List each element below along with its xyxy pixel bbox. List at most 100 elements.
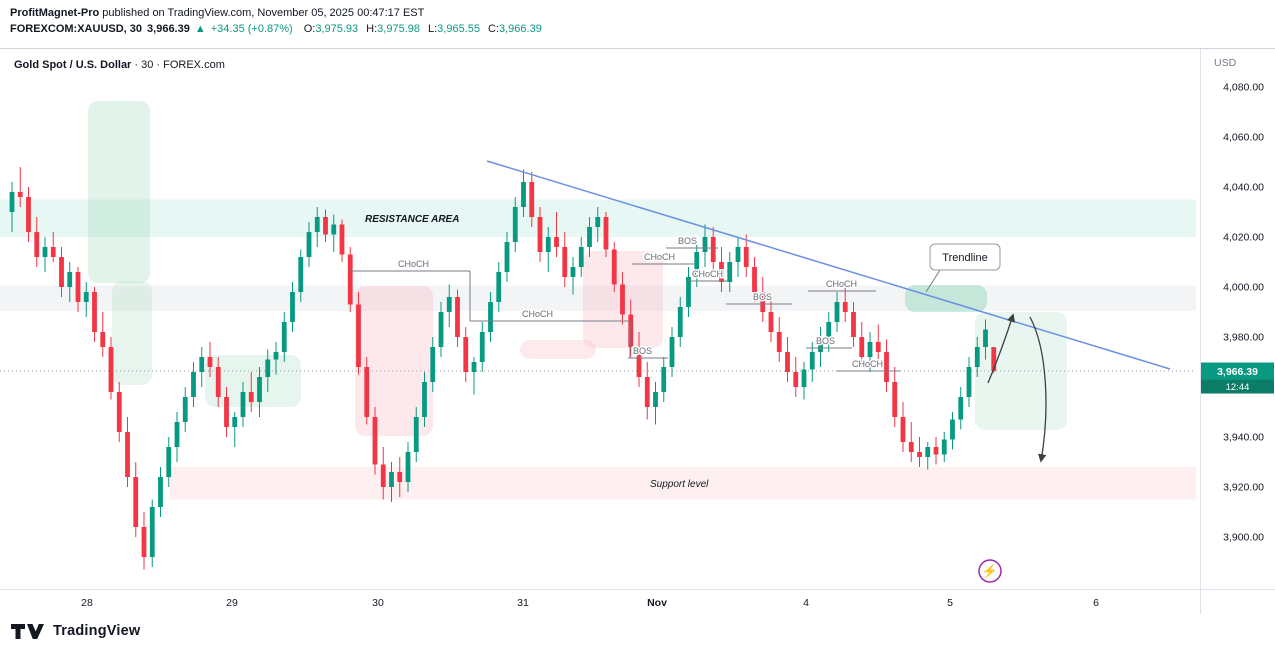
time-axis[interactable]: 28 29 30 31 Nov 4 5 6	[81, 597, 1099, 609]
candle-body	[595, 217, 601, 227]
candle-body	[842, 302, 848, 312]
structure-label: CHoCH	[644, 252, 675, 262]
resistance-area-label: RESISTANCE AREA	[365, 214, 459, 225]
chart-area[interactable]: RESISTANCE AREA Support level CHoCH CHoCH BO…	[0, 48, 1275, 615]
high-readout: H:3,975.98	[366, 23, 420, 35]
tradingview-logo-text[interactable]: TradingView	[53, 623, 141, 639]
candle-body	[257, 377, 262, 402]
indicator-cloud	[205, 355, 301, 407]
symbol-title[interactable]: Gold Spot / U.S. Dollar	[14, 59, 132, 71]
candle-body	[158, 477, 163, 507]
projection-arrow[interactable]	[987, 313, 1015, 384]
price-tick-label[interactable]: 4,060.00	[1223, 132, 1264, 144]
candle-body	[34, 232, 40, 257]
price-tick-label[interactable]: 4,020.00	[1223, 232, 1264, 244]
candle-body	[380, 464, 386, 487]
low-label: L:	[427, 23, 438, 35]
candle-body	[323, 217, 328, 235]
candle-body	[496, 272, 502, 302]
event-lightning-icon[interactable]	[978, 559, 1002, 583]
candle-body	[983, 329, 988, 347]
time-tick-label[interactable]: 5	[947, 597, 953, 609]
candle-body	[17, 192, 23, 197]
symbol-name[interactable]: FOREXCOM:XAUUSD, 30	[10, 23, 143, 35]
time-tick-label[interactable]: 6	[1093, 597, 1099, 609]
candle-body	[702, 237, 708, 252]
low-value: 3,965.55	[437, 23, 480, 35]
ohlc-readout: O:3,975.93 H:3,975.98 L:3,965.55 C:3,966…	[304, 23, 542, 35]
snapshot-header: ProfitMagnet-Pro published on TradingVie…	[0, 0, 1275, 48]
structure-label: CHoCH	[826, 279, 857, 289]
trendline-callout-label: Trendline	[942, 252, 987, 264]
candle-body	[42, 247, 48, 257]
candle-body	[875, 342, 881, 352]
price-tick-label[interactable]: 3,900.00	[1223, 532, 1264, 544]
candle-body	[125, 432, 130, 477]
byline: ProfitMagnet-Pro published on TradingVie…	[10, 7, 1275, 19]
price-tick-label[interactable]: 4,000.00	[1223, 282, 1264, 294]
price-tick-label[interactable]: 4,080.00	[1223, 82, 1264, 94]
candle-body	[67, 272, 73, 287]
time-tick-label[interactable]: 28	[81, 597, 93, 609]
indicator-cloud	[520, 340, 596, 359]
candle-body	[686, 277, 691, 307]
candle-body	[917, 452, 922, 457]
support-level[interactable]	[170, 467, 1196, 500]
neutral-band[interactable]	[0, 285, 1196, 311]
change-arrow-icon: ▲	[194, 23, 206, 35]
structure-label: CHoCH	[692, 269, 723, 279]
candle-body	[941, 439, 947, 455]
candle-body	[735, 247, 741, 262]
trendline-callout[interactable]	[929, 243, 1001, 271]
structure-label: BOS	[816, 336, 835, 346]
bar-countdown-value: 12:44	[1226, 382, 1250, 393]
price-tick-label[interactable]: 3,940.00	[1223, 432, 1264, 444]
structure-label: BOS	[678, 236, 697, 246]
tradingview-logo-icon[interactable]	[10, 623, 46, 640]
candle-body	[537, 217, 543, 252]
candle-body	[719, 262, 724, 282]
candle-body	[950, 419, 955, 440]
currency-label: USD	[1214, 57, 1237, 69]
candle-body	[446, 297, 452, 312]
candle-body	[512, 207, 518, 242]
candle-body	[281, 322, 287, 352]
price-tick-label[interactable]: 4,040.00	[1223, 182, 1264, 194]
candle-body	[834, 302, 840, 322]
candle-body	[438, 312, 444, 347]
close-label: C:	[488, 23, 499, 35]
candle-body	[224, 397, 229, 427]
candle-body	[339, 224, 345, 255]
time-tick-label[interactable]: Nov	[647, 597, 667, 609]
high-value: 3,975.98	[377, 23, 420, 35]
candle-body	[265, 359, 271, 377]
candle-body	[314, 217, 320, 232]
candle-body	[166, 447, 172, 477]
chart-legend[interactable]: Gold Spot / U.S. Dollar · 30 · FOREX.com	[14, 59, 225, 71]
price-axis[interactable]: USD 4,080.00 4,060.00 4,040.00 4,020.00 4,000…	[1201, 57, 1274, 544]
candlestick-series	[9, 167, 997, 570]
trendline-drawing[interactable]	[486, 160, 1171, 370]
candle-body	[364, 367, 370, 417]
time-tick-label[interactable]: 29	[226, 597, 238, 609]
structure-label: CHoCH	[398, 259, 429, 269]
candle-body	[694, 252, 700, 277]
price-tick-label[interactable]: 3,980.00	[1223, 332, 1264, 344]
time-tick-label[interactable]: 30	[372, 597, 384, 609]
time-tick-label[interactable]: 4	[803, 597, 809, 609]
candle-body	[611, 249, 617, 285]
candle-body	[504, 242, 510, 272]
last-price: 3,966.39	[147, 23, 190, 35]
structure-label: CHoCH	[522, 309, 553, 319]
bar-countdown-badge	[1201, 379, 1274, 394]
candle-body	[554, 237, 559, 247]
candle-body	[710, 237, 716, 262]
price-tick-label[interactable]: 3,920.00	[1223, 482, 1264, 494]
byline-text: published on TradingView.com, November 0…	[99, 7, 425, 19]
candle-body	[529, 182, 535, 217]
time-tick-label[interactable]: 31	[517, 597, 529, 609]
close-readout: C:3,966.39	[488, 23, 542, 35]
projection-arrow[interactable]	[1029, 316, 1047, 463]
candle-body	[776, 332, 782, 352]
